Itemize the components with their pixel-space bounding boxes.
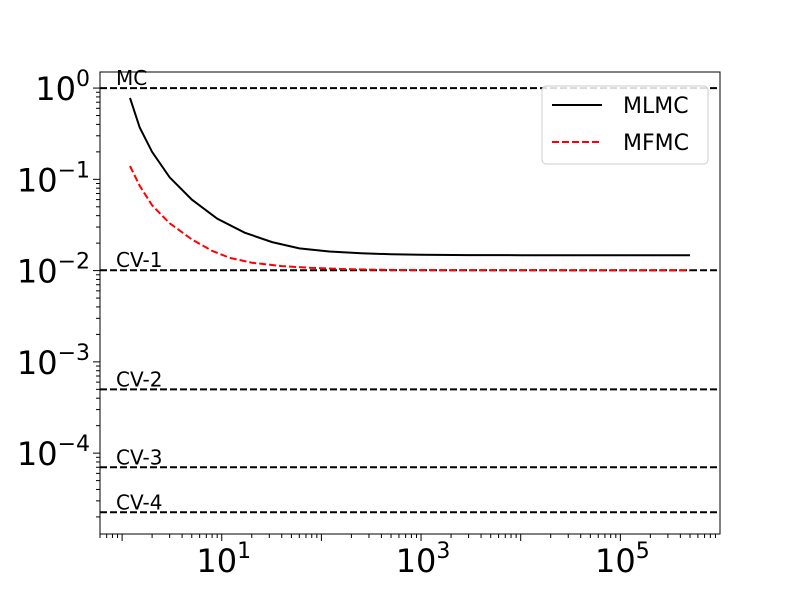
x-tick-label-exponent: 5: [636, 539, 650, 564]
y-tick-label-exponent: −1: [58, 158, 90, 183]
reference-label-cv-4: CV-4: [116, 490, 162, 514]
x-tick-label-base: 10: [396, 542, 437, 580]
y-tick-label-base: 10: [17, 344, 58, 382]
y-tick-label-exponent: −2: [58, 250, 90, 275]
x-tick-label-exponent: 1: [237, 539, 251, 564]
legend: MLMC MFMC: [542, 86, 708, 164]
y-tick-label-base: 10: [35, 70, 76, 108]
legend-label-mfmc: MFMC: [623, 131, 689, 156]
y-tick-label-exponent: 0: [76, 67, 90, 92]
y-tick-label-base: 10: [17, 253, 58, 291]
y-tick-label-base: 10: [17, 161, 58, 199]
legend-label-mlmc: MLMC: [623, 94, 689, 119]
x-tick-label-exponent: 3: [436, 539, 450, 564]
reference-label-cv-1: CV-1: [116, 248, 162, 272]
reference-label-cv-3: CV-3: [116, 445, 162, 469]
reference-label-cv-2: CV-2: [116, 367, 162, 391]
x-tick-label-base: 10: [196, 542, 237, 580]
x-tick-label-base: 10: [595, 542, 636, 580]
y-tick-label-exponent: −4: [58, 432, 90, 457]
y-tick-label-base: 10: [17, 435, 58, 473]
reference-label-mc: MC: [116, 66, 147, 90]
y-tick-label-exponent: −3: [58, 341, 90, 366]
